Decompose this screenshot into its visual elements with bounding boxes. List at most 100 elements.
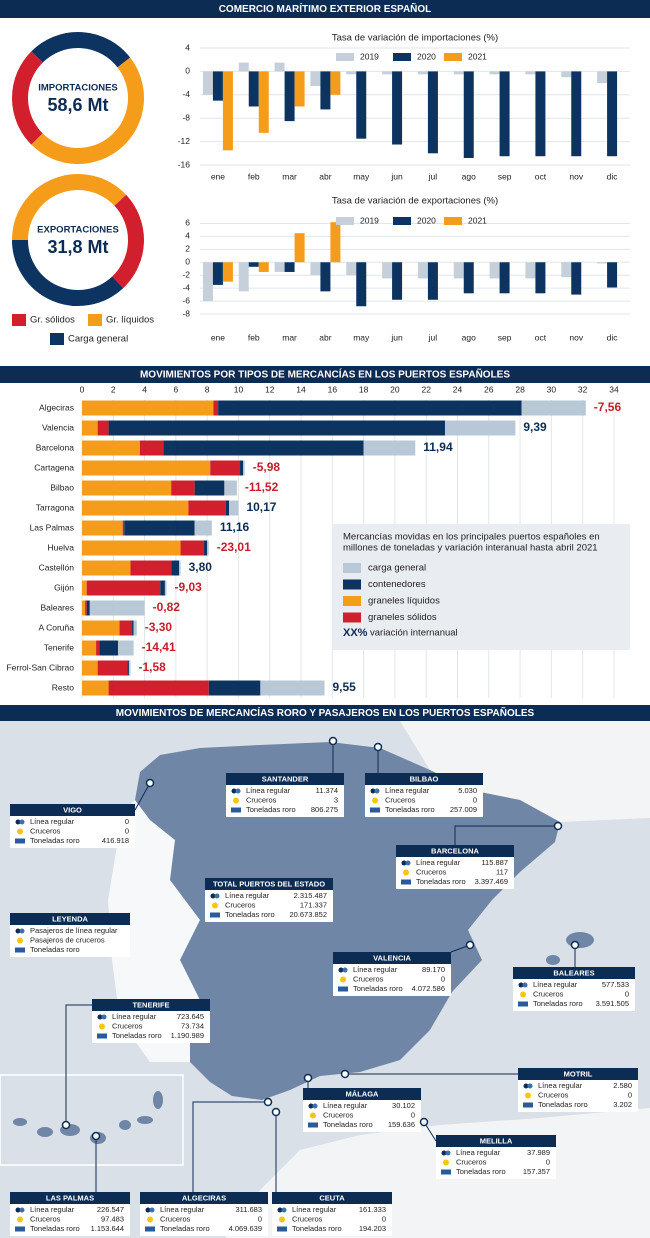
row-value: 5.030 <box>458 786 477 795</box>
x-tick-label: 34 <box>609 384 619 394</box>
bar-segment <box>213 400 219 416</box>
row-label: Línea regular <box>385 786 430 795</box>
legend-swatch <box>336 217 354 225</box>
donut-segment <box>31 32 131 68</box>
box-header <box>365 773 483 785</box>
bar <box>238 262 249 292</box>
bar <box>561 262 572 278</box>
icon-truck <box>370 807 380 813</box>
bar-segment <box>99 640 118 656</box>
variation-label: -0,82 <box>153 600 181 614</box>
row-label: Toneladas roro <box>30 836 80 845</box>
x-tick-label: jun <box>390 332 403 342</box>
y-tick-label: 0 <box>185 66 190 76</box>
icon-truck <box>231 807 241 813</box>
row-value: 577.533 <box>602 980 629 989</box>
row-label: Línea regular <box>456 1148 501 1157</box>
icon-sun <box>372 797 378 804</box>
section-title: MOVIMIENTOS POR TIPOS DE MERCANCÍAS EN L… <box>140 368 510 381</box>
icon-truck <box>441 1169 451 1175</box>
bar-segment <box>82 480 172 496</box>
row-label: Cruceros <box>385 795 416 804</box>
x-tick-label: may <box>353 332 370 342</box>
icon-people <box>210 893 216 899</box>
bar-segment <box>240 460 244 476</box>
bar <box>202 71 213 95</box>
bar-segment <box>171 560 180 576</box>
y-tick-label: 4 <box>185 231 190 241</box>
y-tick-label: -8 <box>182 112 190 122</box>
row-label: Cruceros <box>292 1214 323 1223</box>
row-label: Línea regular <box>416 858 461 867</box>
x-tick-label: 14 <box>296 384 306 394</box>
row-value: 194.203 <box>359 1224 386 1233</box>
bar <box>382 71 393 75</box>
bar <box>392 71 403 145</box>
donut-segment <box>12 239 124 306</box>
y-tick-label: -16 <box>178 159 191 169</box>
icon-truck <box>308 1122 318 1128</box>
row-value: 723.645 <box>177 1012 204 1021</box>
icon-people <box>97 1014 103 1020</box>
bar-segment <box>363 440 416 456</box>
bar-segment <box>133 620 137 636</box>
row-label: Pasajeros de cruceros <box>30 935 105 944</box>
bar <box>346 262 357 276</box>
bar <box>382 262 393 279</box>
variation-label: -1,58 <box>139 660 167 674</box>
bar-segment <box>225 500 230 516</box>
category-label: Barcelona <box>36 442 75 452</box>
row-value: 0 <box>546 1157 550 1166</box>
box-header <box>226 773 344 785</box>
bar <box>284 71 295 122</box>
donut-label: EXPORTACIONES <box>37 225 119 236</box>
variation-label: 9,55 <box>333 680 357 694</box>
box-title: CEUTA <box>319 1193 345 1202</box>
x-tick-label: 24 <box>453 384 463 394</box>
box-title: BILBAO <box>410 774 439 783</box>
row-label: Toneladas roro <box>225 910 275 919</box>
icon-truck <box>401 879 411 885</box>
row-label: Toneladas roro <box>416 877 466 886</box>
box-header <box>10 913 130 925</box>
icon-truck <box>338 986 348 992</box>
row-value: 0 <box>125 826 129 835</box>
icon-people <box>19 928 25 934</box>
bar-segment <box>89 600 145 616</box>
legend-label: graneles sólidos <box>368 612 437 623</box>
icon-people <box>405 860 411 866</box>
row-value: 1.153.644 <box>91 1224 124 1233</box>
icon-sun <box>233 797 239 804</box>
bar-segment <box>82 460 211 476</box>
bar-segment <box>130 560 172 576</box>
icon-people <box>214 893 220 899</box>
icon-sun <box>99 1023 105 1030</box>
x-tick-label: oct <box>535 332 547 342</box>
row-value: 2.315.487 <box>294 891 327 900</box>
icon-sun <box>443 1159 449 1166</box>
x-tick-label: 32 <box>578 384 588 394</box>
bar <box>294 233 305 263</box>
chart-title: Tasa de variación de importaciones (%) <box>332 33 498 44</box>
bar-segment <box>117 640 134 656</box>
bar <box>248 71 259 107</box>
row-label: Pasajeros de línea regular <box>30 926 118 935</box>
box-title: LEYENDA <box>52 914 88 923</box>
bar-segment <box>260 680 325 696</box>
icon-sun <box>212 902 218 909</box>
bar-segment <box>108 420 445 436</box>
section-bar <box>0 366 650 383</box>
bar <box>525 262 536 279</box>
x-tick-label: dic <box>607 171 619 181</box>
box-title: TOTAL PUERTOS DEL ESTADO <box>213 879 325 888</box>
x-tick-label: 2 <box>111 384 116 394</box>
box-header <box>272 1192 392 1204</box>
row-label: Cruceros <box>30 826 61 835</box>
icon-sun <box>310 1112 316 1119</box>
box-header <box>518 1068 638 1080</box>
row-label: Línea regular <box>246 786 291 795</box>
bar <box>417 71 428 75</box>
legend-swatch <box>336 53 354 61</box>
bar-segment <box>180 540 205 556</box>
bar-segment <box>218 400 522 416</box>
